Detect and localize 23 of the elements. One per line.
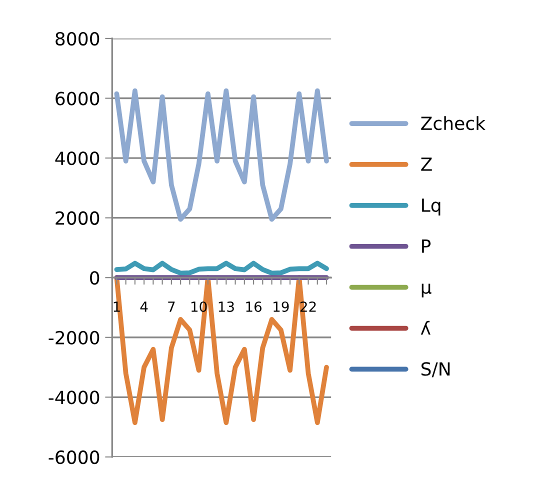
y-tick-label: 8000	[56, 32, 100, 46]
line-series	[114, 275, 329, 426]
x-tick-label: 7	[168, 302, 175, 312]
y-tick-label: -2000	[48, 330, 100, 345]
y-tick-label: 6000	[56, 92, 100, 106]
legend-label: Zcheck	[421, 116, 486, 130]
y-tick-label: 4000	[55, 152, 100, 166]
y-tick-label: 0	[90, 271, 100, 285]
y-tick-label: -4000	[48, 390, 100, 404]
legend-label: ʎ	[420, 320, 430, 335]
line-series	[114, 260, 329, 276]
x-tick-label: 13	[218, 301, 234, 312]
line-series	[114, 88, 329, 222]
legend-label: μ	[422, 284, 432, 298]
legend-label: S/N	[422, 362, 450, 378]
legend-label: Lq	[422, 198, 440, 216]
legend-label: Z	[421, 158, 432, 171]
x-tick-label: 16	[246, 301, 262, 312]
y-tick-label: 2000	[56, 211, 100, 225]
legend-label: P	[422, 240, 431, 253]
y-tick-label: -6000	[48, 450, 100, 464]
x-tick-label: 4	[140, 302, 148, 312]
x-tick-label: 19	[274, 301, 289, 312]
